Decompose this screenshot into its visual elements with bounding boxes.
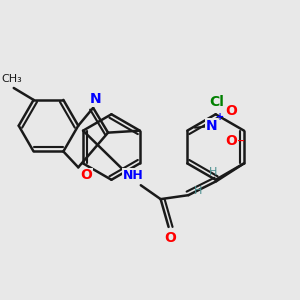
Text: O: O: [225, 134, 237, 148]
Text: N: N: [89, 92, 101, 106]
Text: CH₃: CH₃: [2, 74, 22, 84]
Text: −: −: [237, 136, 245, 146]
Text: NH: NH: [122, 169, 143, 182]
Text: H: H: [209, 167, 218, 177]
Text: O: O: [80, 168, 92, 182]
Text: +: +: [216, 112, 224, 122]
Text: O: O: [225, 104, 237, 118]
Text: Cl: Cl: [209, 95, 224, 110]
Text: N: N: [205, 119, 217, 133]
Text: O: O: [165, 231, 176, 245]
Text: H: H: [194, 186, 202, 196]
